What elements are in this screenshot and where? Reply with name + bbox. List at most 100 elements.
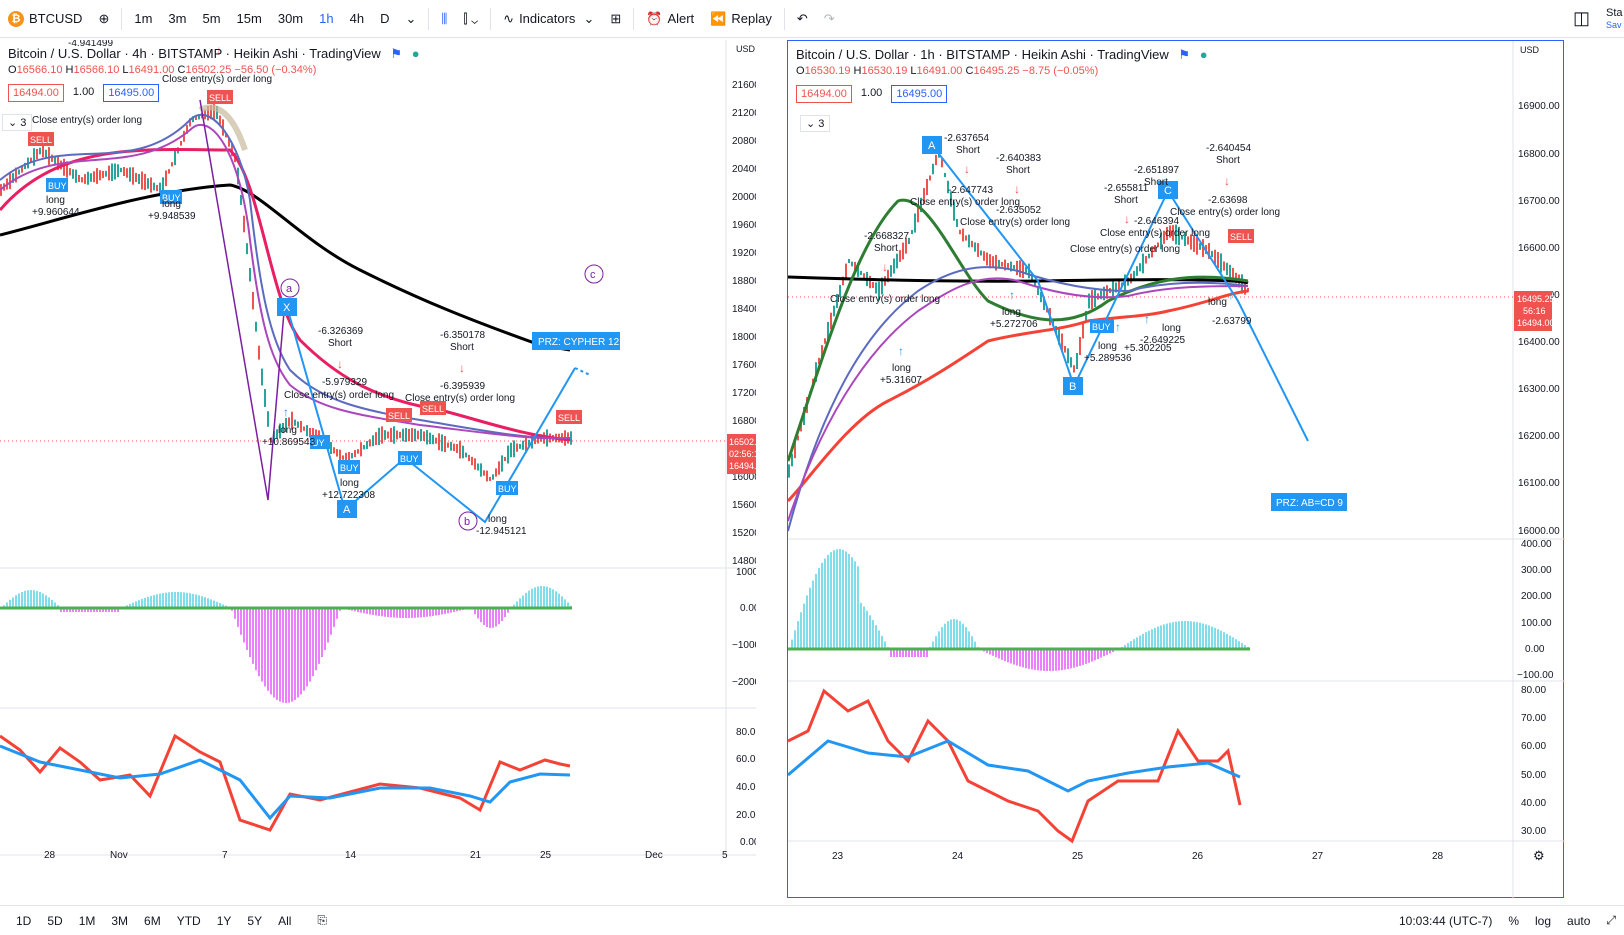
candle [276, 429, 278, 439]
sell-price-chip[interactable]: 16494.00 [796, 85, 852, 103]
sell-price-chip[interactable]: 16494.00 [8, 84, 64, 102]
macd-bar [327, 608, 329, 643]
chart-canvas-left[interactable]: USD 21600.00 21200.00 20800.00 20400.00 … [0, 40, 756, 898]
macd-bar [1058, 649, 1060, 671]
macd-scale[interactable]: 400.00 300.00 200.00 100.00 0.00 −100.00 [1517, 539, 1554, 681]
candle [189, 118, 191, 127]
time-scale[interactable]: 23 24 25 26 27 28 [832, 851, 1444, 862]
candle [480, 463, 482, 477]
candle [860, 270, 862, 276]
calendar-goto-icon[interactable]: ⎘ [317, 913, 328, 927]
compare-add-icon[interactable]: ⊕ [98, 10, 110, 26]
chart-pane-left[interactable]: Bitcoin / U.S. Dollar · 4h · BITSTAMP · … [0, 40, 756, 898]
indicators-button[interactable]: ∿ Indicators ⌄ [495, 0, 602, 38]
macd-bar [1085, 649, 1087, 664]
currency-label[interactable]: USD [736, 44, 756, 54]
candle [72, 169, 74, 179]
macd-bar [63, 608, 65, 612]
macd-bar [564, 599, 566, 608]
price-scale[interactable]: 21600.00 21200.00 20800.00 20400.00 2000… [732, 80, 756, 567]
buy-price-chip[interactable]: 16495.00 [103, 84, 160, 102]
range-1m[interactable]: 1M [78, 913, 96, 928]
legend-collapse-button[interactable]: ⌄ 3 [800, 115, 831, 132]
quantity-chip[interactable]: 1.00 [856, 85, 887, 103]
macd-bar [815, 573, 817, 649]
interval-1h[interactable]: 1h [319, 11, 334, 26]
candle [384, 430, 386, 440]
macd-bar [528, 590, 530, 608]
range-6m[interactable]: 6M [144, 913, 161, 928]
candle [1067, 348, 1069, 364]
interval-30m[interactable]: 30m [277, 11, 304, 26]
replay-button[interactable]: ⏪ Replay [702, 0, 780, 38]
auto-toggle[interactable]: auto [1567, 913, 1591, 928]
candle [1151, 247, 1153, 258]
macd-bar [498, 608, 500, 625]
rsi-scale[interactable]: 80.00 60.00 40.00 20.00 0.00 [736, 727, 756, 848]
bar-style-icon[interactable]: ⫼ [441, 10, 448, 26]
range-5y[interactable]: 5Y [247, 913, 263, 928]
quantity-chip[interactable]: 1.00 [68, 84, 99, 102]
clock-label[interactable]: 10:03:44 (UTC-7) [1398, 913, 1493, 928]
macd-bar [147, 596, 149, 608]
macd-bar [971, 636, 973, 649]
interval-5m[interactable]: 5m [202, 11, 221, 26]
layout-grid-icon[interactable]: ⊞ [610, 10, 622, 26]
time-scale[interactable]: 28 Nov 7 14 21 25 Dec 5 [44, 850, 728, 861]
candle [270, 437, 272, 443]
symbol-search[interactable]: ₿ BTCUSD [0, 0, 90, 38]
chart-canvas-right[interactable]: USD 16900.00 16800.00 16700.00 16600.00 … [788, 41, 1565, 899]
macd-bar [177, 592, 179, 608]
interval-d[interactable]: D [380, 11, 390, 26]
candle-style-icon[interactable]: ⫿ ⌄ [463, 10, 479, 26]
macd-bar [303, 608, 305, 691]
range-all[interactable]: All [278, 913, 292, 928]
interval-dropdown-icon[interactable]: ⌄ [405, 10, 417, 26]
rsi-tick: 50.00 [1521, 770, 1546, 781]
range-5d[interactable]: 5D [47, 913, 63, 928]
interval-3m[interactable]: 3m [168, 11, 187, 26]
rsi-slow-line [0, 744, 571, 821]
range-1y[interactable]: 1Y [216, 913, 232, 928]
range-ytd[interactable]: YTD [176, 913, 201, 928]
range-3m[interactable]: 3M [111, 913, 129, 928]
macd-bar [1064, 649, 1066, 670]
candle [890, 265, 892, 277]
macd-bar [240, 608, 242, 635]
chart-pane-right[interactable]: Bitcoin / U.S. Dollar · 1h · BITSTAMP · … [787, 40, 1565, 899]
macd-bar [998, 649, 1000, 659]
candle [249, 267, 251, 282]
save-button[interactable]: Sta Sav [1598, 0, 1624, 38]
candle [947, 180, 949, 194]
rsi-scale[interactable]: 80.00 70.00 60.00 50.00 40.00 30.00 [1521, 685, 1546, 837]
divider [633, 7, 635, 30]
range-1d[interactable]: 1D [16, 913, 32, 928]
currency-label[interactable]: USD [1520, 45, 1540, 55]
redo-icon[interactable]: ↷ [823, 10, 835, 26]
legend-collapse-button[interactable]: ⌄ 3 [2, 114, 33, 131]
candle [1169, 225, 1171, 238]
interval-1m[interactable]: 1m [134, 11, 153, 26]
macd-bar [1232, 637, 1234, 649]
macd-tick: 300.00 [1521, 565, 1552, 576]
macd-bar [803, 603, 805, 649]
candle [1085, 310, 1087, 322]
candle [243, 215, 245, 233]
percent-toggle[interactable]: % [1508, 913, 1520, 928]
log-toggle[interactable]: log [1535, 913, 1552, 928]
annotation-text: Close entry(s) order long [405, 393, 515, 404]
interval-4h[interactable]: 4h [349, 11, 365, 26]
layout-panel-icon[interactable]: ◫ [1572, 8, 1590, 28]
fullscreen-icon[interactable]: ⤢ [1606, 913, 1616, 927]
annotation-text: -4.941499 [68, 40, 113, 49]
macd-bar [552, 589, 554, 608]
settings-gear-icon[interactable]: ⚙ [1533, 848, 1545, 863]
alert-button[interactable]: ⏰ Alert [638, 0, 702, 38]
macd-histogram [0, 586, 572, 703]
undo-icon[interactable]: ↶ [796, 10, 808, 26]
macd-scale[interactable]: 1000.00 0.00 −1000.00 −2000.00 [732, 567, 756, 688]
buy-price-chip[interactable]: 16495.00 [891, 85, 948, 103]
candle [1241, 274, 1243, 294]
short-arrow-icon: ↓ [337, 357, 343, 371]
interval-15m[interactable]: 15m [236, 11, 262, 26]
